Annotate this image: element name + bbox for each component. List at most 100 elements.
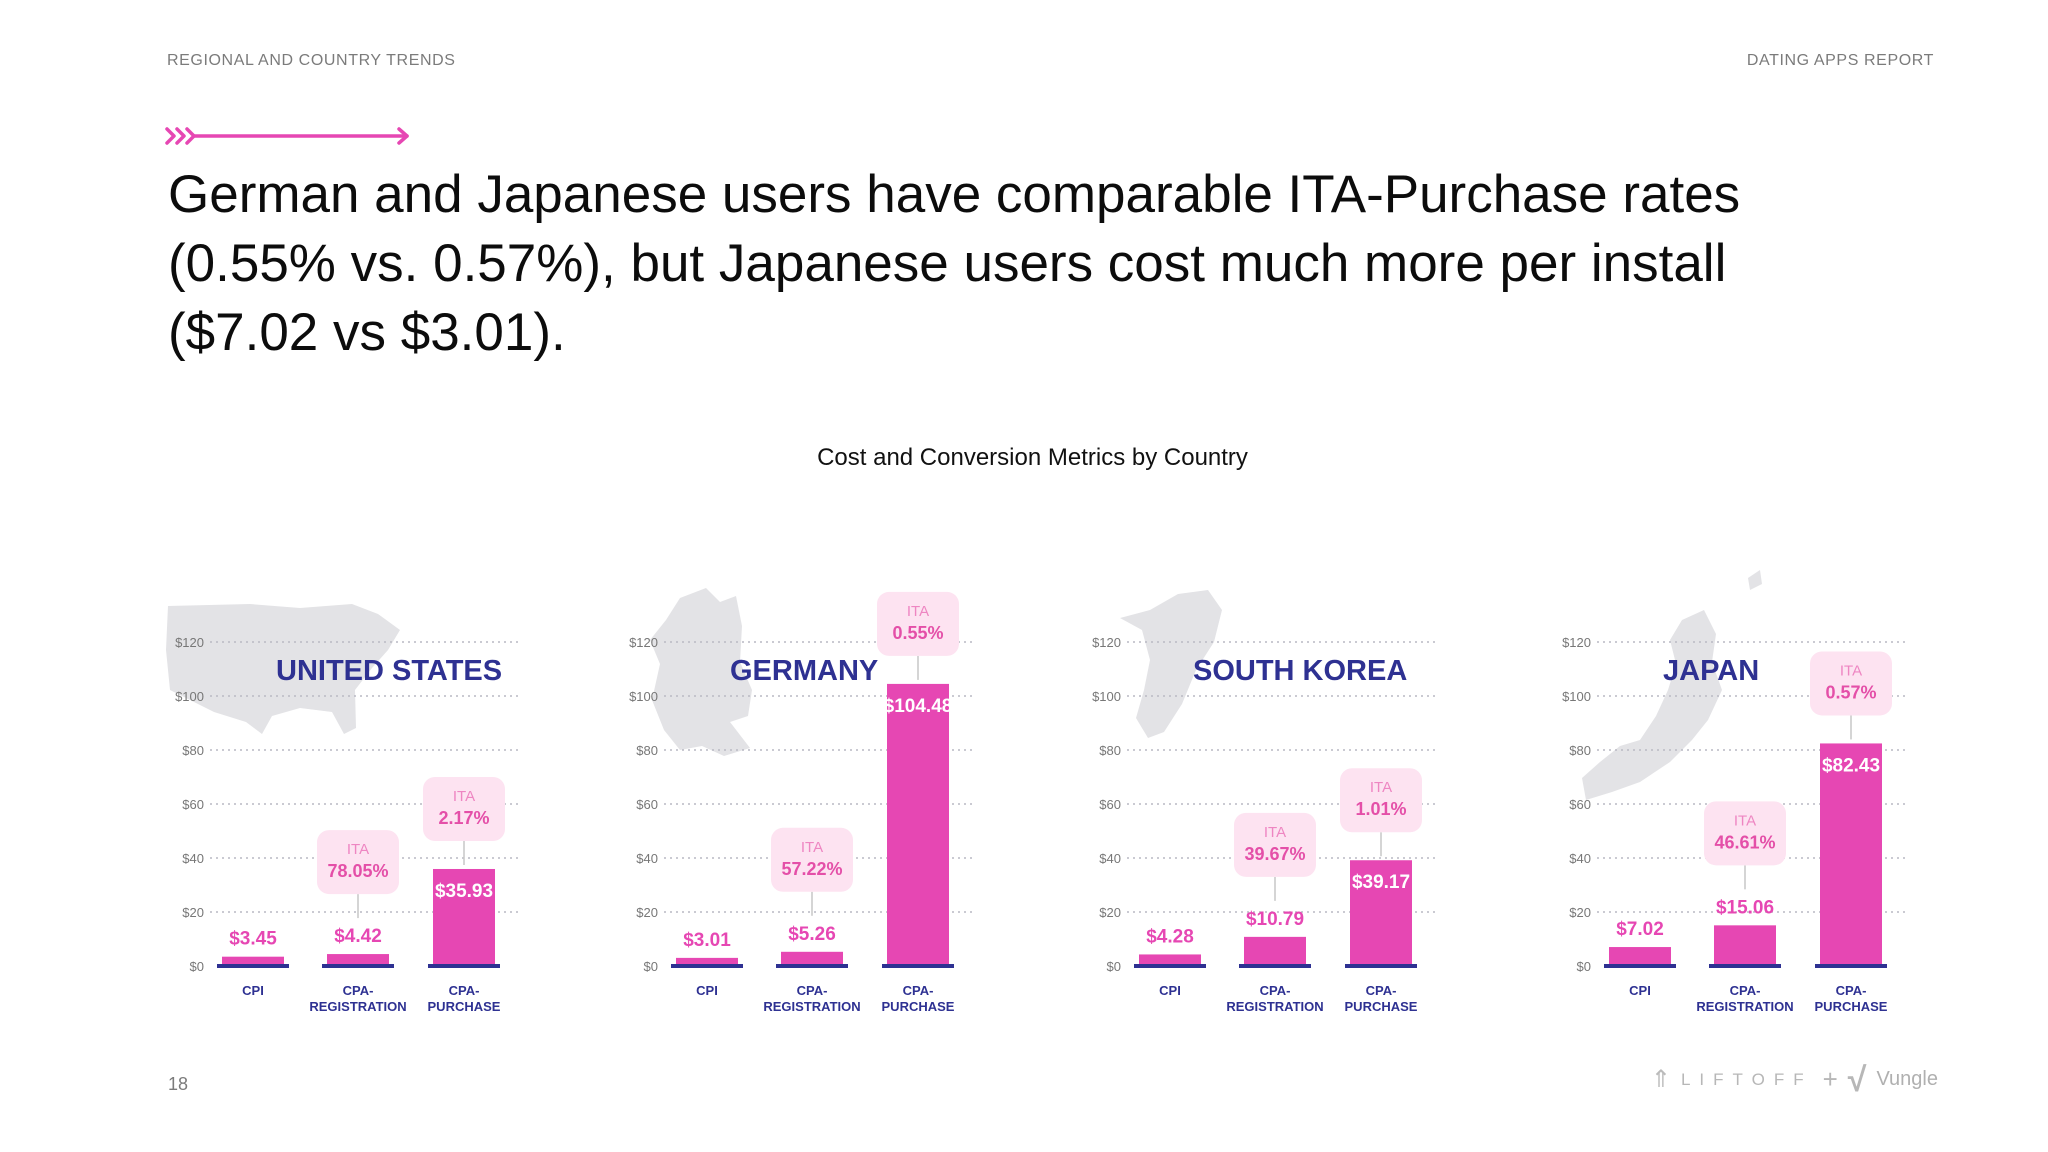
y-tick-label: $40 — [1569, 851, 1591, 866]
ita-callout — [771, 827, 853, 892]
bar — [433, 868, 495, 966]
map-united-states — [166, 604, 400, 734]
bar — [327, 954, 389, 966]
y-tick-label: $20 — [636, 905, 658, 920]
ita-callout-value: 57.22% — [781, 859, 842, 879]
country-label: GERMANY — [730, 655, 878, 687]
category-label: CPI — [1629, 983, 1651, 998]
plus-separator: + — [1822, 1064, 1838, 1094]
ita-callout-title: ITA — [907, 603, 929, 620]
y-tick-label: $100 — [1562, 689, 1591, 704]
y-tick-label: $120 — [1562, 635, 1591, 650]
y-tick-label: $60 — [182, 797, 204, 812]
brand-logo: ⇑ LIFTOFF + √ Vungle — [1650, 1063, 1938, 1097]
ita-callout — [1810, 651, 1892, 716]
ita-callout-title: ITA — [1734, 812, 1756, 829]
ita-callout-title: ITA — [1840, 662, 1862, 679]
bar-value-label: $3.45 — [229, 929, 277, 950]
y-tick-label: $120 — [1092, 635, 1121, 650]
y-tick-label: $0 — [644, 959, 658, 974]
bar — [1609, 947, 1671, 966]
ita-callout — [423, 776, 505, 841]
ita-callout-title: ITA — [1370, 779, 1392, 796]
bar-baseline — [882, 964, 954, 968]
bar-baseline — [1134, 964, 1206, 968]
ita-callout — [877, 591, 959, 656]
bar — [1350, 860, 1412, 966]
ita-callout-title: ITA — [453, 788, 475, 805]
category-label: CPA- — [449, 983, 480, 998]
ita-callout — [1704, 801, 1786, 866]
category-label: CPI — [242, 983, 264, 998]
ita-callout — [1340, 768, 1422, 833]
category-label: CPI — [696, 983, 718, 998]
chart-title: Cost and Conversion Metrics by Country — [817, 444, 1248, 471]
y-tick-label: $40 — [636, 851, 658, 866]
y-tick-label: $40 — [182, 851, 204, 866]
y-tick-label: $0 — [1577, 959, 1591, 974]
category-label: REGISTRATION — [763, 999, 860, 1014]
bar-value-label: $4.28 — [1146, 926, 1194, 947]
ita-callout-value: 46.61% — [1714, 832, 1775, 852]
y-tick-label: $80 — [1099, 743, 1121, 758]
map-south-korea — [1120, 590, 1222, 738]
y-tick-label: $60 — [1099, 797, 1121, 812]
y-tick-label: $60 — [636, 797, 658, 812]
chart-panel: $0 $20 $40 $60 $80 $100 $120 GERMANY $3.01 CPI $5.… — [629, 588, 975, 1014]
y-tick-label: $40 — [1099, 851, 1121, 866]
y-tick-label: $80 — [1569, 743, 1591, 758]
bar-baseline — [776, 964, 848, 968]
ita-callout — [1234, 812, 1316, 877]
map-japan — [1582, 610, 1722, 800]
ita-callout-value: 78.05% — [327, 861, 388, 881]
chart-panel: $0 $20 $40 $60 $80 $100 $120 UNITED STATES $3.45… — [166, 604, 521, 1014]
ita-callout-value: 0.57% — [1825, 682, 1876, 702]
ita-callout-title: ITA — [801, 839, 823, 856]
category-label: PURCHASE — [882, 999, 955, 1014]
country-label: UNITED STATES — [276, 655, 502, 687]
category-label: PURCHASE — [428, 999, 501, 1014]
category-label: CPA- — [343, 983, 374, 998]
bar-value-label: $39.17 — [1352, 872, 1410, 893]
category-label: PURCHASE — [1345, 999, 1418, 1014]
y-tick-label: $120 — [629, 635, 658, 650]
bar — [1820, 743, 1882, 966]
bar-baseline — [1709, 964, 1781, 968]
y-tick-label: $0 — [190, 959, 204, 974]
bar-value-label: $82.43 — [1822, 755, 1880, 776]
category-label: CPA- — [903, 983, 934, 998]
category-label: CPA- — [1730, 983, 1761, 998]
bar-baseline — [671, 964, 743, 968]
liftoff-wordmark: LIFTOFF — [1680, 1069, 1813, 1089]
bar-baseline — [322, 964, 394, 968]
ita-callout — [317, 830, 399, 895]
section-label: REGIONAL AND COUNTRY TRENDS — [167, 52, 456, 69]
ita-callout-title: ITA — [1264, 824, 1286, 841]
bar-baseline — [1815, 964, 1887, 968]
ita-callout-title: ITA — [347, 841, 369, 858]
category-label: REGISTRATION — [309, 999, 406, 1014]
bar — [781, 951, 843, 966]
map-germany — [650, 588, 752, 756]
category-label: REGISTRATION — [1226, 999, 1323, 1014]
bar-baseline — [428, 964, 500, 968]
vungle-wordmark: Vungle — [1876, 1068, 1938, 1090]
bar — [1714, 925, 1776, 966]
y-tick-label: $100 — [175, 689, 204, 704]
y-tick-label: $80 — [182, 743, 204, 758]
chart-panel: $0 $20 $40 $60 $80 $100 $120 SOUTH KOREA $4.28 CP… — [1092, 590, 1438, 1014]
rocket-icon: ⇑ — [1650, 1066, 1671, 1093]
bar-value-label: $35.93 — [435, 881, 493, 902]
page-title: German and Japanese users have comparabl… — [168, 165, 1741, 362]
y-tick-label: $100 — [629, 689, 658, 704]
y-tick-label: $20 — [1099, 905, 1121, 920]
y-tick-label: $20 — [1569, 905, 1591, 920]
bar-value-label: $3.01 — [683, 930, 731, 951]
category-label: CPA- — [1836, 983, 1867, 998]
chart-panel: $0 $20 $40 $60 $80 $100 $120 JAPAN $7.02 CPI $15.0… — [1562, 570, 1908, 1014]
y-tick-label: $100 — [1092, 689, 1121, 704]
ita-callout-value: 1.01% — [1355, 799, 1406, 819]
arrow-decoration-icon — [165, 127, 409, 145]
bar-value-label: $10.79 — [1246, 909, 1304, 930]
